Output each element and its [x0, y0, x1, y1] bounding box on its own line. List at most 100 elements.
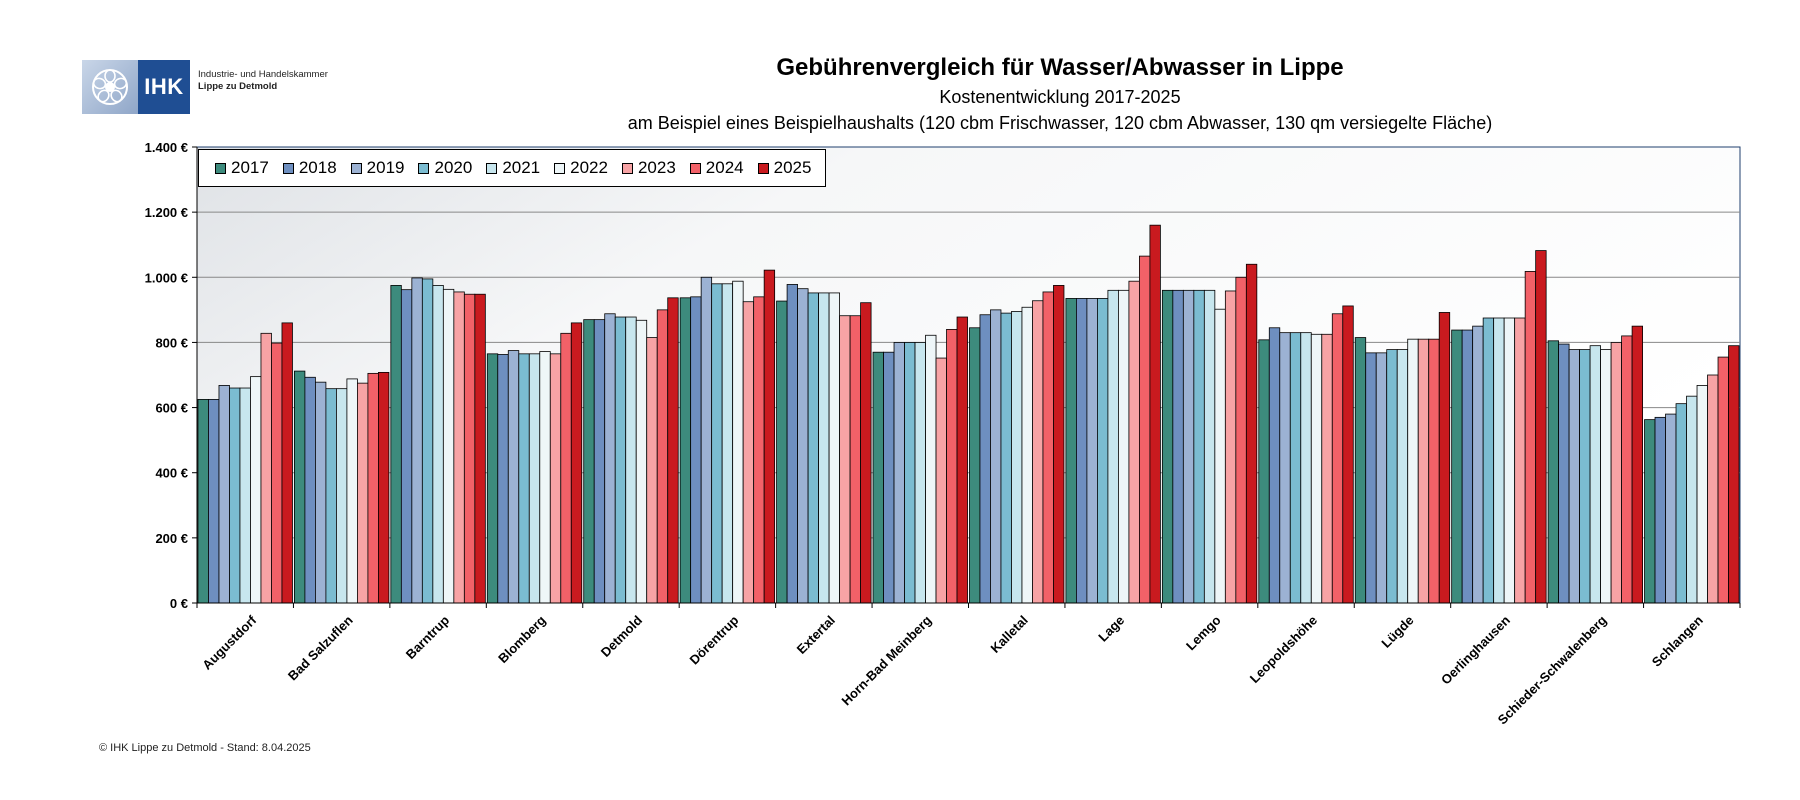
- y-tick-label: 600 €: [155, 401, 188, 416]
- x-tick-label: Kalletal: [988, 613, 1031, 656]
- bar-2021: [1300, 332, 1312, 604]
- bar-2020: [518, 353, 530, 604]
- legend-swatch: [554, 162, 566, 174]
- bar-2020: [807, 292, 819, 604]
- bar-2017: [197, 399, 209, 604]
- bar-2017: [1547, 340, 1559, 604]
- bar-2019: [990, 309, 1002, 604]
- bar-2020: [421, 278, 434, 604]
- legend-swatch: [621, 162, 633, 174]
- legend-label: 2021: [502, 158, 541, 177]
- bar-2024: [946, 328, 958, 604]
- bar-2023: [1707, 374, 1719, 604]
- legend-swatch: [215, 162, 226, 174]
- x-axis: Augustdorf Bad Salzuflen Barntrup Blomberg D…: [196, 602, 1741, 727]
- legend-item-2025: 2025: [757, 158, 811, 178]
- x-tick-label: Blomberg: [495, 612, 549, 666]
- bar-2020: [325, 388, 337, 604]
- x-tick-label: Dörentrup: [686, 612, 741, 667]
- bar-2018: [979, 314, 991, 604]
- bar-2020: [1097, 298, 1109, 604]
- legend-label: 2023: [637, 158, 676, 177]
- bar-2021: [1589, 345, 1601, 604]
- bar-2022: [1310, 333, 1323, 604]
- bar-2018: [1654, 416, 1666, 604]
- y-tick-label: 1.400 €: [145, 140, 188, 155]
- x-tick-label: Oerlinghausen: [1438, 612, 1513, 687]
- bar-2024: [463, 293, 476, 604]
- legend-swatch: [418, 162, 430, 174]
- bar-2023: [1128, 280, 1140, 604]
- bar-2024: [1621, 335, 1633, 604]
- bar-2020: [904, 342, 916, 604]
- bar-2025: [763, 269, 776, 604]
- bar-2019: [604, 313, 616, 604]
- bar-2025: [1342, 305, 1354, 604]
- bar-2021: [432, 285, 444, 604]
- bar-2019: [218, 385, 230, 604]
- bar-2022: [539, 351, 551, 604]
- bar-2018: [690, 296, 702, 604]
- chart-title: Gebührenvergleich für Wasser/Abwasser in…: [776, 54, 1344, 81]
- bar-2025: [474, 293, 486, 604]
- chart-subtitle-detail: am Beispiel eines Beispielhaushalts (120…: [627, 113, 1493, 133]
- bar-2023: [1610, 342, 1622, 604]
- bar-2022: [1214, 308, 1226, 604]
- x-tick-label: Schlangen: [1649, 612, 1706, 669]
- bar-2024: [1042, 291, 1054, 604]
- bar-2024: [560, 332, 572, 604]
- x-tick-label: Lügde: [1378, 613, 1416, 651]
- bar-2022: [1021, 306, 1033, 604]
- bar-2023: [1032, 300, 1044, 604]
- bar-2017: [390, 285, 402, 604]
- bar-2019: [1472, 325, 1484, 604]
- bar-2019: [315, 381, 327, 604]
- legend-item-2020: 2020: [418, 158, 472, 178]
- bar-2020: [614, 316, 627, 604]
- bar-2023: [839, 315, 851, 604]
- bar-2019: [1665, 413, 1677, 604]
- bar-2023: [646, 337, 658, 604]
- bar-2023: [935, 357, 947, 604]
- bar-2017: [872, 351, 884, 604]
- bar-2021: [818, 292, 830, 604]
- bar-2020: [1482, 317, 1495, 604]
- bar-2022: [442, 288, 455, 604]
- bar-2022: [1696, 385, 1708, 604]
- legend-swatch: [486, 162, 498, 174]
- bar-2025: [1535, 250, 1547, 604]
- legend-label: 2018: [298, 158, 337, 177]
- legend-item-2021: 2021: [486, 158, 540, 178]
- bar-2018: [593, 319, 606, 604]
- bar-2025: [1149, 224, 1161, 604]
- bar-2021: [1203, 289, 1216, 604]
- bar-2018: [400, 289, 413, 604]
- bar-2025: [1631, 325, 1643, 604]
- bar-2024: [1139, 255, 1151, 604]
- bar-2019: [411, 277, 423, 604]
- bar-2025: [860, 302, 872, 604]
- bar-2019: [1086, 298, 1098, 604]
- bar-2025: [570, 322, 583, 604]
- bar-2018: [1461, 329, 1474, 604]
- bar-2018: [883, 351, 895, 604]
- bar-2017: [1451, 329, 1463, 604]
- bar-2021: [721, 283, 734, 604]
- bar-2017: [1354, 337, 1367, 604]
- x-tick-label: Detmold: [598, 612, 645, 659]
- bar-2023: [1224, 290, 1237, 604]
- bar-2025: [667, 297, 679, 604]
- ihk-logo-line2: Lippe zu Detmold: [198, 81, 278, 92]
- bar-2021: [1011, 311, 1023, 604]
- bar-2024: [849, 315, 861, 604]
- bar-2022: [1600, 349, 1612, 604]
- bar-2024: [1235, 276, 1247, 604]
- bar-2025: [1053, 285, 1065, 604]
- bar-2020: [711, 283, 723, 604]
- bar-2019: [1375, 352, 1388, 604]
- y-tick-label: 200 €: [155, 531, 188, 546]
- ihk-logo-text: IHK: [138, 60, 190, 114]
- bar-2023: [260, 332, 272, 604]
- rose-emblem-svg: [92, 69, 128, 105]
